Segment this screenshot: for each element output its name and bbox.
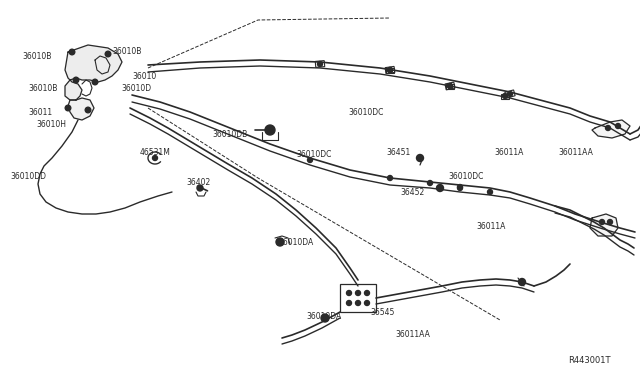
Circle shape <box>92 79 98 85</box>
Bar <box>446 83 454 89</box>
Bar <box>445 82 455 90</box>
Polygon shape <box>590 214 618 236</box>
Text: 36010B: 36010B <box>22 52 51 61</box>
Circle shape <box>508 92 513 96</box>
Circle shape <box>387 67 392 73</box>
Text: R443001T: R443001T <box>568 356 611 365</box>
Circle shape <box>152 155 157 160</box>
Circle shape <box>346 291 351 295</box>
Circle shape <box>317 61 323 67</box>
Circle shape <box>355 291 360 295</box>
Circle shape <box>387 176 392 180</box>
Circle shape <box>65 105 71 111</box>
Circle shape <box>69 49 75 55</box>
Circle shape <box>355 301 360 305</box>
Circle shape <box>365 291 369 295</box>
Bar <box>385 67 395 74</box>
Circle shape <box>458 186 463 190</box>
Circle shape <box>502 93 508 99</box>
Text: 36011A: 36011A <box>476 222 506 231</box>
Polygon shape <box>65 45 122 100</box>
Text: 36010B: 36010B <box>28 84 58 93</box>
Text: 36010H: 36010H <box>36 120 66 129</box>
Bar <box>386 67 394 73</box>
Circle shape <box>276 238 284 246</box>
Circle shape <box>447 83 452 89</box>
Circle shape <box>307 157 312 163</box>
Circle shape <box>600 219 605 224</box>
Text: 36010DD: 36010DD <box>10 172 46 181</box>
Text: 36011AA: 36011AA <box>395 330 430 339</box>
Text: 46531M: 46531M <box>140 148 171 157</box>
Text: 36452: 36452 <box>400 188 424 197</box>
Text: 36010DC: 36010DC <box>448 172 483 181</box>
Circle shape <box>73 77 79 83</box>
Circle shape <box>346 301 351 305</box>
Circle shape <box>428 180 433 186</box>
Text: 36011AA: 36011AA <box>558 148 593 157</box>
Polygon shape <box>68 98 94 120</box>
Circle shape <box>436 185 444 192</box>
Circle shape <box>616 124 621 128</box>
Bar <box>505 90 515 98</box>
Text: 36010DC: 36010DC <box>296 150 332 159</box>
Text: 36545: 36545 <box>370 308 394 317</box>
Text: 36451: 36451 <box>386 148 410 157</box>
Circle shape <box>605 125 611 131</box>
Circle shape <box>447 83 452 89</box>
Circle shape <box>607 219 612 224</box>
Circle shape <box>85 107 91 113</box>
Text: 36010DA: 36010DA <box>306 312 341 321</box>
Text: 36011A: 36011A <box>494 148 524 157</box>
Bar <box>316 61 324 67</box>
Circle shape <box>365 301 369 305</box>
FancyArrowPatch shape <box>198 186 207 191</box>
Circle shape <box>458 185 463 189</box>
Text: 36010DC: 36010DC <box>348 108 383 117</box>
Circle shape <box>417 154 424 161</box>
Circle shape <box>197 185 203 191</box>
Bar <box>501 93 509 99</box>
Text: 36402: 36402 <box>186 178 211 187</box>
Text: 36011: 36011 <box>28 108 52 117</box>
Text: 36010B: 36010B <box>112 47 141 56</box>
Text: 36010DB: 36010DB <box>212 130 247 139</box>
Circle shape <box>265 125 275 135</box>
Text: 36010DA: 36010DA <box>278 238 313 247</box>
Circle shape <box>488 189 493 195</box>
Polygon shape <box>592 120 630 138</box>
Circle shape <box>105 51 111 57</box>
Text: 36010: 36010 <box>132 72 156 81</box>
Circle shape <box>387 67 392 73</box>
Circle shape <box>518 279 525 285</box>
Circle shape <box>321 314 329 322</box>
Text: 36010D: 36010D <box>121 84 151 93</box>
